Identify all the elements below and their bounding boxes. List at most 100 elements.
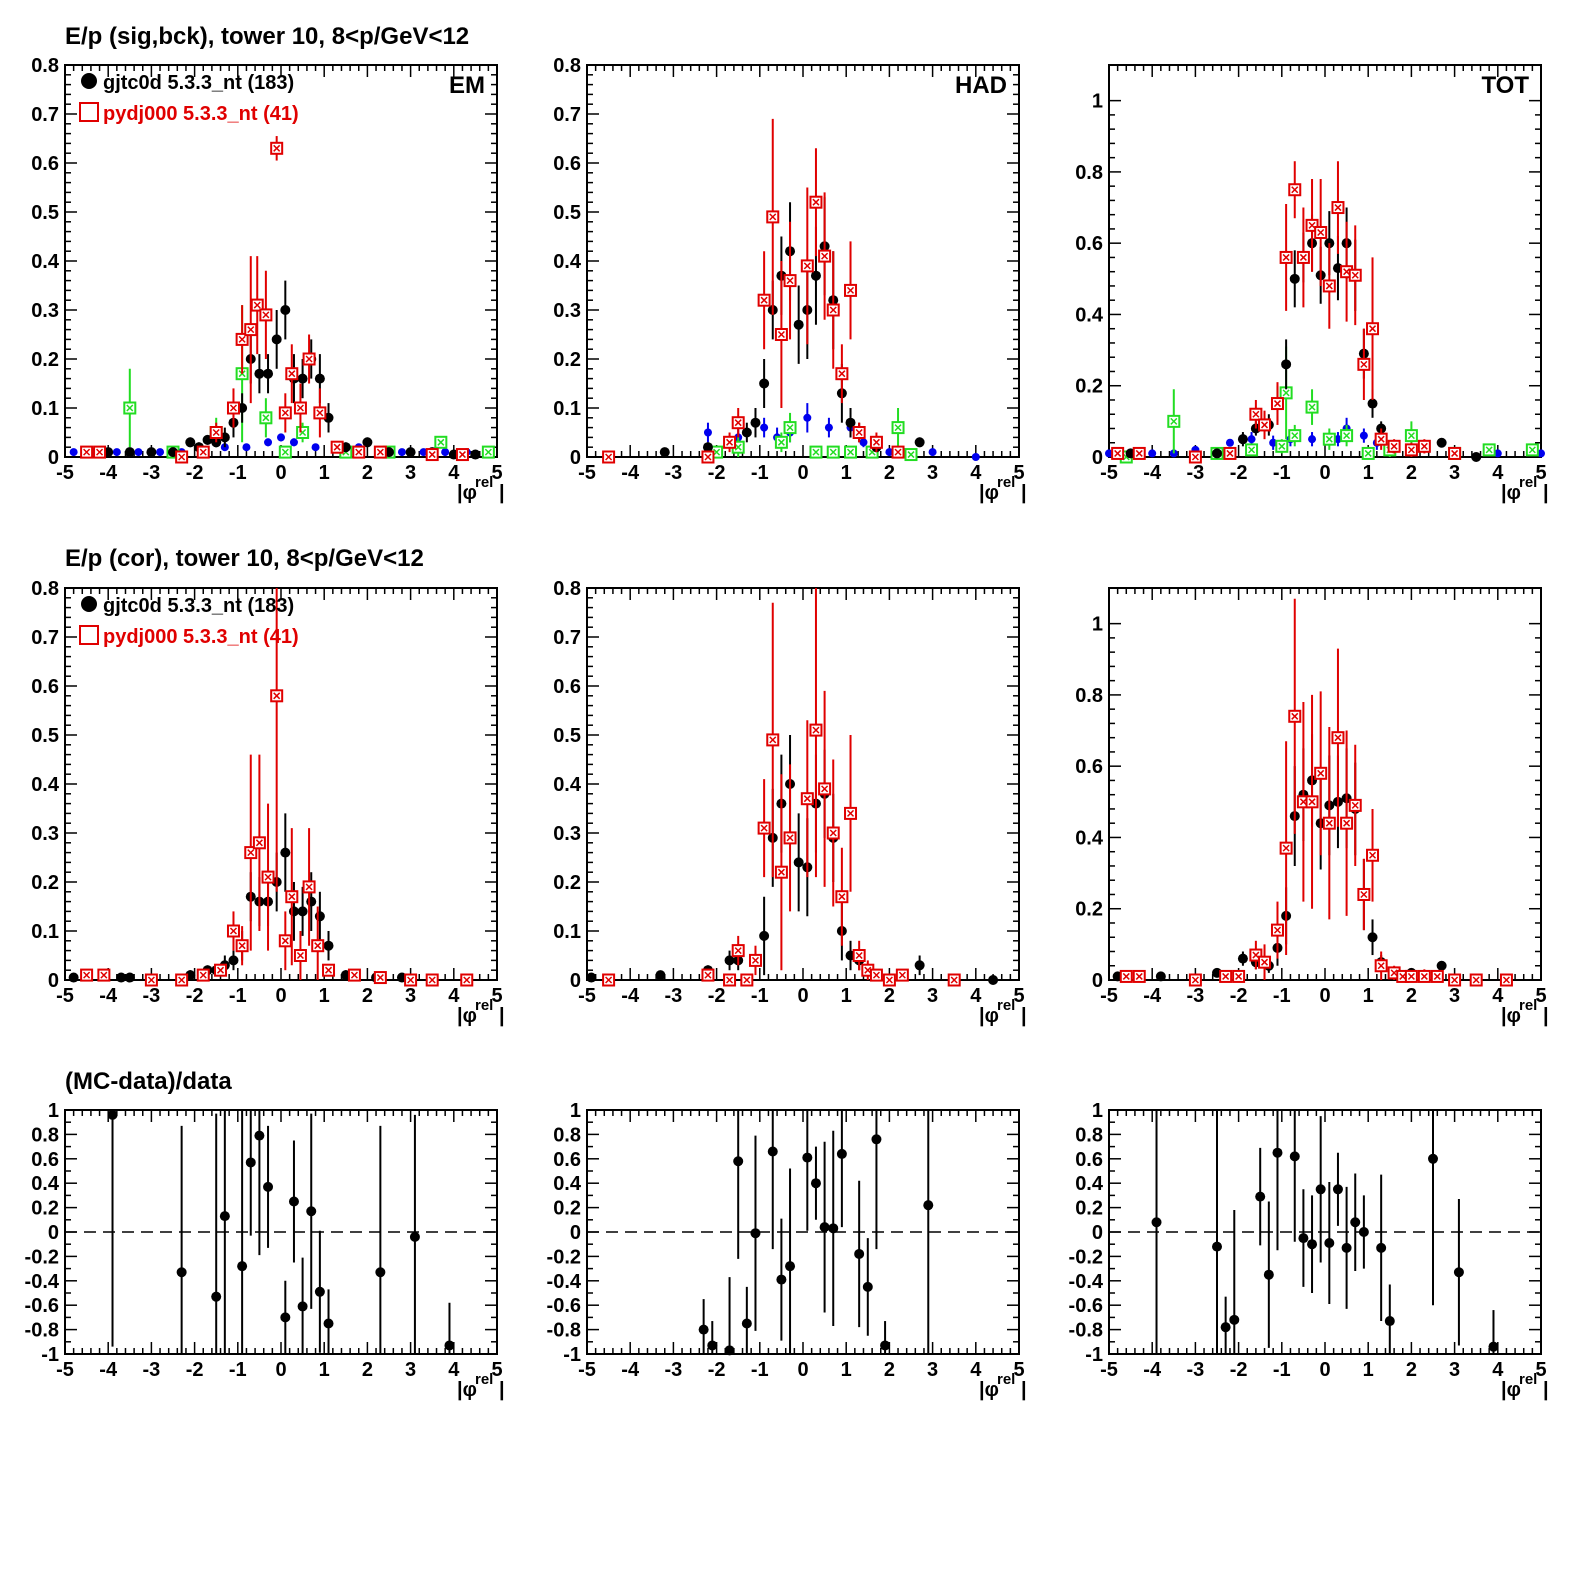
data-point-cross: [1252, 951, 1260, 959]
data-point: [1315, 1184, 1326, 1195]
data-point: [819, 1222, 830, 1233]
x-tick-label: 3: [927, 985, 938, 1007]
data-point-cross: [1299, 798, 1307, 806]
data-point-cross: [1420, 442, 1428, 450]
data-point: [156, 448, 165, 457]
data-point-cross: [769, 213, 777, 221]
data-point-cross: [1248, 446, 1256, 454]
data-point-cross: [855, 951, 863, 960]
data-point-cross: [760, 296, 768, 304]
data-point-cross: [1291, 712, 1299, 720]
x-tick-label: 3: [1449, 1359, 1460, 1381]
x-axis-label-sup: rel: [997, 997, 1015, 1014]
data-point-cross: [786, 424, 794, 432]
data-point: [767, 1146, 778, 1157]
x-tick-label: -1: [751, 985, 769, 1007]
data-point: [1488, 1341, 1499, 1352]
data-point-cross: [838, 893, 846, 901]
series-data: [1151, 1110, 1499, 1354]
data-point: [1298, 1233, 1309, 1244]
x-tick-label: 0: [1319, 985, 1330, 1007]
y-tick-label: -0.8: [1069, 1320, 1103, 1342]
data-point-cross: [872, 971, 880, 979]
data-point: [1225, 438, 1234, 447]
y-tick-label: 0.7: [31, 627, 59, 649]
x-tick-label: -5: [1100, 462, 1118, 484]
data-point-cross: [726, 976, 734, 984]
data-point: [237, 1261, 248, 1272]
data-point-cross: [1308, 798, 1316, 806]
series-data: [698, 1110, 934, 1356]
data-point: [1493, 449, 1502, 458]
x-tick-label: -1: [229, 462, 247, 484]
data-point-cross: [855, 428, 863, 437]
y-tick-label: 0.8: [553, 55, 581, 77]
x-axis-label-sup: rel: [1519, 474, 1537, 491]
data-point-cross: [305, 883, 313, 891]
x-tick-label: -2: [708, 462, 726, 484]
data-point-cross: [1226, 449, 1234, 457]
x-tick-label: 0: [1319, 462, 1330, 484]
y-tick-label: 0.4: [1075, 827, 1104, 849]
data-point: [297, 1301, 308, 1312]
data-point-cross: [1282, 844, 1290, 852]
data-point-cross: [1235, 972, 1243, 980]
y-tick-label: 0.4: [553, 774, 582, 796]
data-point-cross: [1334, 204, 1342, 212]
y-tick-label: 0.6: [553, 676, 581, 698]
data-point: [914, 437, 925, 448]
data-point: [1359, 431, 1368, 440]
data-point: [803, 413, 812, 422]
y-tick-label: 0.4: [553, 1173, 582, 1195]
y-tick-label: 0.6: [31, 153, 59, 175]
x-tick-label: 2: [884, 985, 895, 1007]
data-point-cross: [1122, 972, 1130, 980]
data-point-cross: [786, 277, 794, 285]
y-tick-label: 1: [1092, 1100, 1103, 1122]
data-point-cross: [743, 976, 751, 984]
y-tick-label: 0.2: [31, 872, 59, 894]
data-point: [362, 437, 373, 448]
data-point: [923, 1200, 934, 1211]
data-point-cross: [1334, 734, 1342, 742]
series-mc: [1119, 598, 1513, 987]
x-tick-label: 5: [1013, 985, 1024, 1007]
y-tick-label: 0.3: [553, 823, 581, 845]
data-point-cross: [1485, 446, 1493, 454]
y-tick-label: 0.5: [31, 725, 59, 747]
data-point: [219, 1211, 230, 1222]
data-point-cross: [83, 971, 91, 979]
data-point-cross: [83, 448, 91, 456]
data-point: [409, 1231, 420, 1242]
data-point-cross: [100, 971, 108, 979]
data-point-cross: [305, 355, 313, 363]
y-tick-label: 0.8: [553, 578, 581, 600]
legend-label: gjtc0d 5.3.3_nt (183): [103, 595, 294, 617]
y-tick-label: 0.8: [31, 55, 59, 77]
data-point: [810, 1178, 821, 1189]
data-point: [828, 1223, 839, 1234]
data-point: [1229, 1314, 1240, 1325]
data-point: [306, 896, 317, 907]
data-point: [724, 955, 735, 966]
x-tick-label: 0: [275, 462, 286, 484]
data-point-cross: [726, 438, 734, 446]
y-tick-label: 0.6: [31, 1149, 59, 1171]
data-point: [68, 972, 79, 983]
y-tick-label: 0.4: [31, 774, 60, 796]
y-tick-label: 0.8: [1075, 1124, 1103, 1146]
x-tick-label: -4: [621, 462, 640, 484]
data-point-cross: [1191, 453, 1199, 461]
data-point: [69, 448, 78, 457]
data-point-cross: [821, 785, 829, 793]
x-tick-label: 5: [1013, 462, 1024, 484]
x-tick-label: 2: [362, 1359, 373, 1381]
x-tick-label: -3: [1187, 462, 1205, 484]
x-tick-label: 2: [1406, 985, 1417, 1007]
data-point-cross: [1351, 801, 1359, 809]
data-point: [1350, 1217, 1361, 1228]
data-point: [971, 453, 980, 461]
data-point-cross: [238, 942, 246, 950]
y-tick-label: -0.4: [25, 1271, 60, 1293]
